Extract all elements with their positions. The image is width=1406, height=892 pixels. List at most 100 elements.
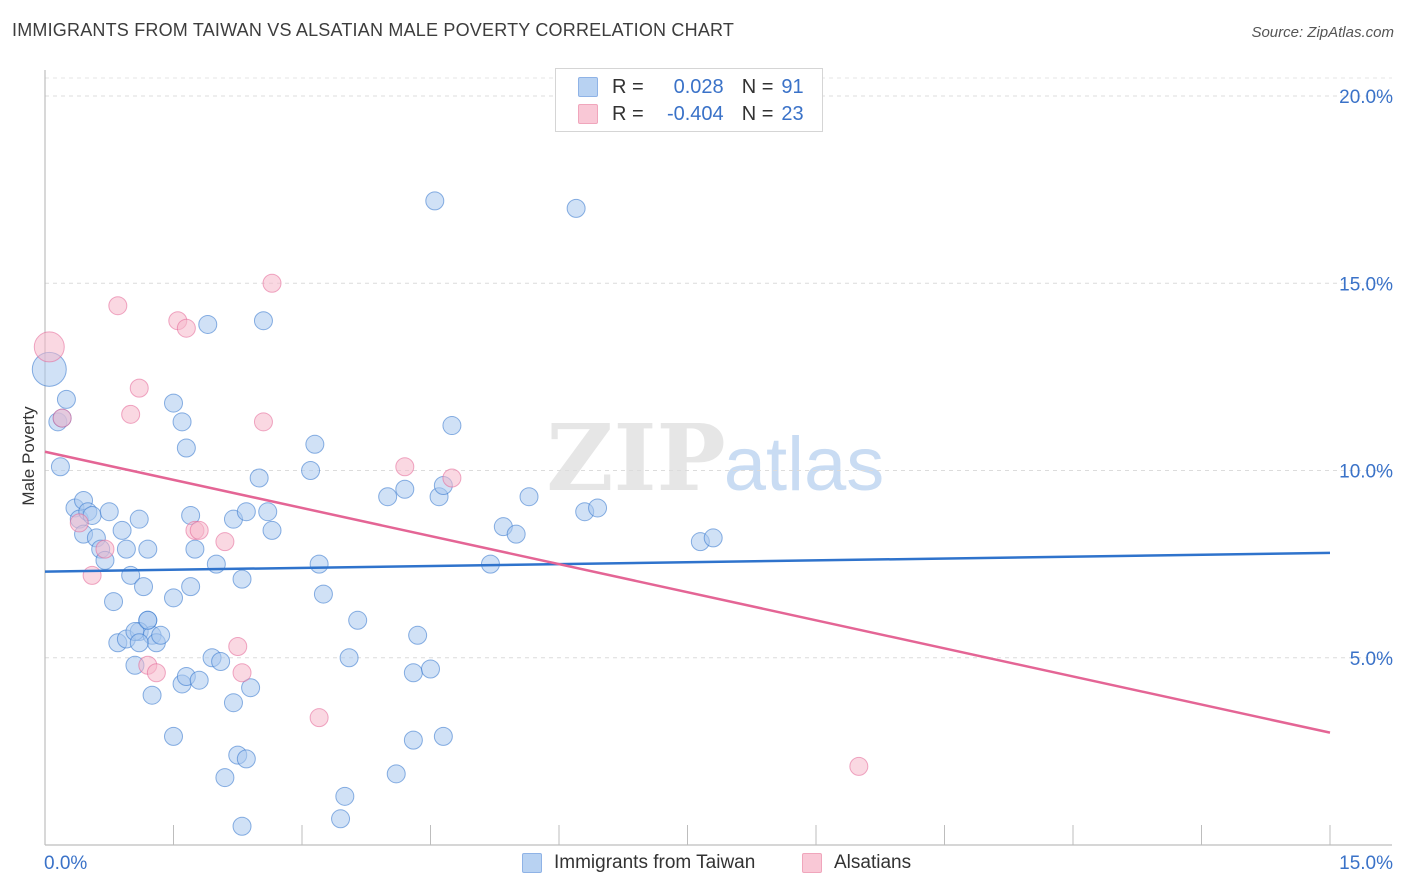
taiwan-point	[236, 502, 256, 522]
taiwan-point	[241, 678, 261, 698]
taiwan-point	[305, 434, 325, 454]
taiwan-point	[313, 584, 333, 604]
taiwan-point	[189, 670, 209, 690]
taiwan-point	[386, 764, 406, 784]
taiwan-point	[142, 685, 162, 705]
r-label: R =	[612, 102, 644, 125]
alsatians-swatch	[802, 853, 822, 873]
correlation-legend: R = 0.028 N = 91 R = -0.404 N = 23	[555, 68, 823, 132]
taiwan-point	[138, 539, 158, 559]
watermark-zip: ZIP	[546, 404, 725, 512]
legend-row-taiwan: R = 0.028 N = 91	[578, 75, 804, 99]
taiwan-point	[223, 693, 243, 713]
x-tick-label: 15.0%	[1339, 853, 1393, 874]
taiwan-point	[258, 502, 278, 522]
r-value: 0.028	[673, 75, 724, 98]
taiwan-point	[703, 528, 723, 548]
taiwan-point	[99, 502, 119, 522]
taiwan-point	[301, 461, 321, 480]
alsatians-point	[395, 457, 415, 477]
taiwan-point	[442, 416, 462, 436]
taiwan-point	[104, 592, 124, 612]
taiwan-point	[176, 438, 196, 458]
taiwan-point	[403, 730, 423, 750]
n-value: 91	[781, 75, 804, 98]
n-label: N =	[741, 102, 774, 125]
alsatians-point	[262, 273, 282, 293]
alsatians-point	[82, 565, 102, 585]
taiwan-point	[138, 610, 158, 630]
source-note: Source: ZipAtlas.com	[1251, 24, 1394, 41]
taiwan-point	[339, 648, 359, 668]
legend-label: Immigrants from Taiwan	[554, 852, 756, 873]
taiwan-point	[232, 569, 252, 589]
alsatians-point	[189, 520, 209, 540]
chart-title: IMMIGRANTS FROM TAIWAN VS ALSATIAN MALE …	[12, 20, 735, 40]
alsatians-point	[849, 756, 869, 776]
taiwan-point	[172, 412, 192, 432]
taiwan-point	[395, 479, 415, 499]
taiwan-point	[164, 726, 183, 746]
taiwan-point	[331, 809, 351, 829]
taiwan-point	[236, 749, 256, 769]
r-value: -0.404	[666, 102, 724, 125]
taiwan-point	[116, 539, 136, 559]
taiwan-trend-line	[44, 551, 1331, 573]
alsatians-point	[309, 708, 329, 728]
alsatians-point	[215, 532, 235, 552]
legend-item-alsatians: Alsatians	[802, 852, 911, 874]
taiwan-point	[519, 487, 539, 507]
taiwan-point	[181, 577, 201, 597]
taiwan-point	[185, 539, 205, 559]
taiwan-point	[164, 393, 183, 413]
n-value: 23	[781, 102, 804, 125]
alsatians-point	[52, 408, 72, 428]
alsatians-point	[121, 404, 141, 424]
taiwan-point	[253, 311, 273, 331]
taiwan-point	[403, 663, 423, 683]
alsatians-trend-line	[44, 450, 1331, 734]
y-axis-label: Male Poverty	[19, 406, 38, 506]
taiwan-point	[506, 524, 526, 544]
taiwan-swatch	[578, 77, 598, 97]
taiwan-point	[433, 726, 453, 746]
alsatians-point	[108, 296, 128, 316]
taiwan-point	[588, 498, 608, 518]
y-tick-label: 10.0%	[1339, 462, 1393, 483]
taiwan-point	[262, 520, 282, 540]
taiwan-point	[215, 768, 235, 788]
taiwan-point	[408, 625, 428, 645]
n-label: N =	[741, 75, 774, 98]
series-legend: Immigrants from Taiwan Alsatians	[0, 852, 1406, 878]
alsatians-point	[95, 539, 115, 559]
taiwan-point	[134, 577, 154, 597]
alsatians-point	[442, 468, 462, 488]
taiwan-point	[249, 468, 269, 488]
alsatians-point	[33, 331, 65, 363]
taiwan-swatch	[522, 853, 542, 873]
alsatians-point	[232, 663, 252, 683]
x-tick-label: 0.0%	[44, 853, 87, 874]
alsatians-swatch	[578, 104, 598, 124]
r-label: R =	[612, 75, 644, 98]
legend-row-alsatians: R = -0.404 N = 23	[578, 102, 804, 126]
alsatians-point	[69, 513, 89, 533]
taiwan-point	[164, 588, 183, 608]
taiwan-point	[198, 314, 218, 334]
taiwan-point	[309, 554, 329, 574]
taiwan-point	[129, 509, 149, 529]
taiwan-point	[335, 786, 355, 806]
taiwan-point	[425, 191, 445, 211]
alsatians-point	[228, 637, 248, 657]
taiwan-point	[421, 659, 440, 679]
taiwan-point	[211, 651, 231, 671]
taiwan-point	[566, 198, 586, 218]
watermark-atlas: atlas	[724, 422, 885, 507]
legend-label: Alsatians	[834, 852, 912, 873]
taiwan-point	[151, 625, 171, 645]
taiwan-point	[232, 816, 252, 836]
legend-item-taiwan: Immigrants from Taiwan	[522, 852, 755, 874]
y-tick-label: 15.0%	[1339, 274, 1393, 295]
alsatians-point	[146, 663, 166, 683]
